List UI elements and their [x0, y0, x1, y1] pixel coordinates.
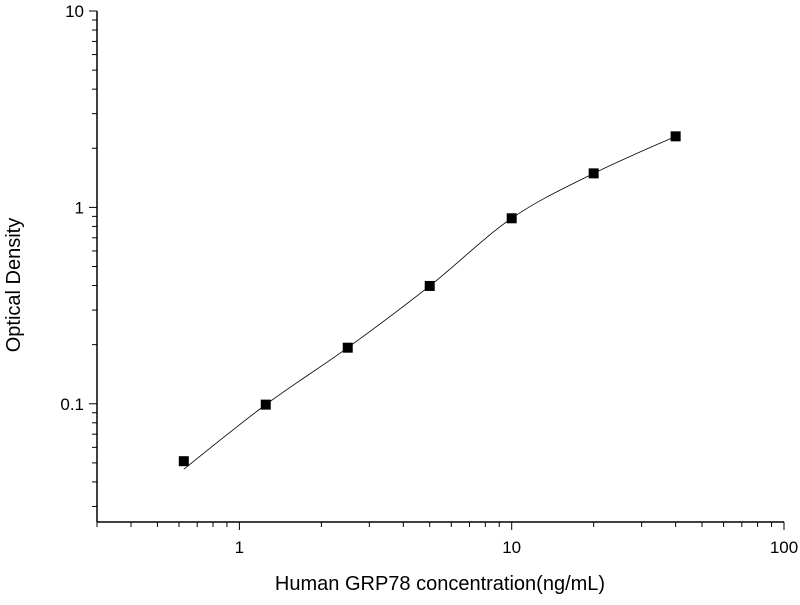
fit-curve — [183, 135, 676, 470]
axes: 1 10 100 0.1 1 10 — [60, 2, 798, 557]
y-tick-label: 1 — [75, 198, 84, 217]
data-point — [260, 399, 271, 410]
x-tick-label: 100 — [770, 538, 798, 557]
y-tick-label: 0.1 — [60, 395, 84, 414]
y-tick-label: 10 — [65, 2, 84, 21]
x-tick-label: 1 — [235, 538, 244, 557]
x-tick-label: 10 — [502, 538, 521, 557]
data-point — [342, 342, 353, 353]
data-point — [178, 456, 189, 467]
data-point — [506, 213, 517, 224]
data-points — [178, 131, 681, 467]
y-axis-label: Optical Density — [3, 218, 25, 353]
data-point — [588, 168, 599, 179]
x-axis-label: Human GRP78 concentration(ng/mL) — [275, 573, 605, 595]
data-point — [424, 280, 435, 291]
data-point — [670, 131, 681, 142]
